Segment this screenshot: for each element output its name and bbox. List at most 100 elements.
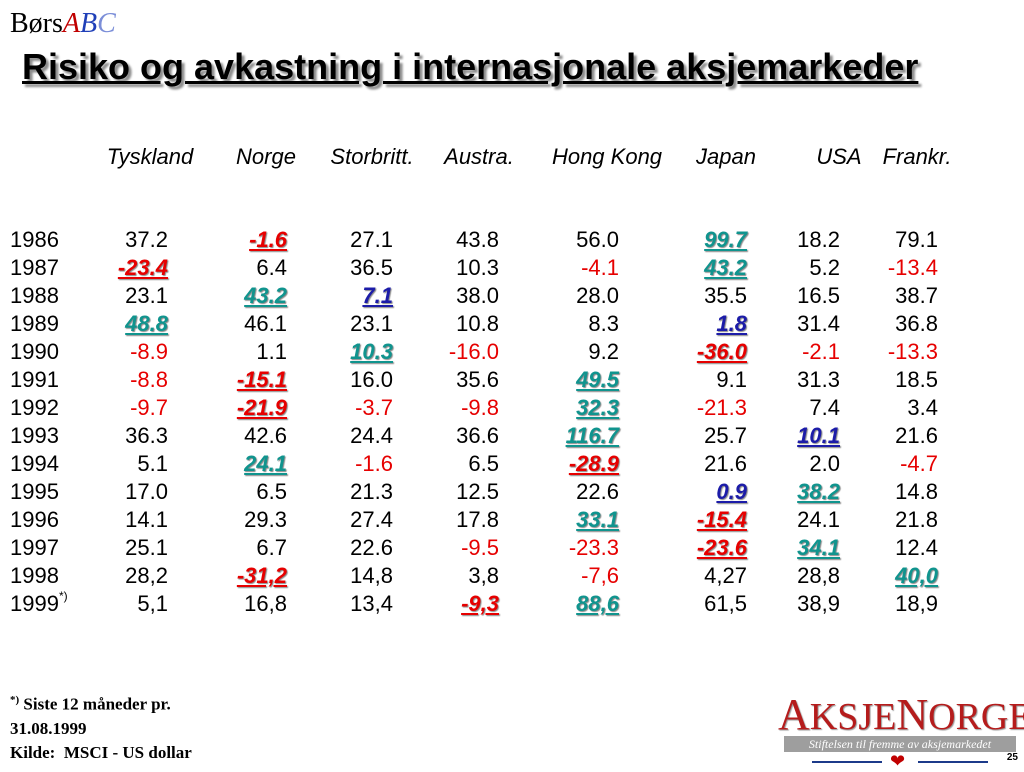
value-cell: 25.7 xyxy=(704,423,747,448)
value-cell: 18.5 xyxy=(895,367,938,392)
logo-letter-a: A xyxy=(778,690,810,739)
value-cell: 1.8 xyxy=(716,311,747,336)
value-cell: 38.0 xyxy=(456,283,499,308)
logo-wordmark: AKSJENORGE xyxy=(778,693,1024,737)
value-cell: -23.6 xyxy=(696,535,747,560)
value-cell: 21.8 xyxy=(895,507,938,532)
value-cell: 24.4 xyxy=(350,423,393,448)
year-text: 1999 xyxy=(10,591,59,616)
year-text: 1992 xyxy=(10,395,59,420)
value-cell: 10.8 xyxy=(456,311,499,336)
value-cell: -1.6 xyxy=(355,451,393,476)
value-cell: 12.5 xyxy=(456,479,499,504)
value-cell: 25.1 xyxy=(125,535,168,560)
value-cell: 23.1 xyxy=(125,283,168,308)
value-cell: 79.1 xyxy=(895,227,938,252)
value-cell: 5.1 xyxy=(137,451,168,476)
column-header: Storbritt. xyxy=(330,144,414,169)
value-cell: 34.1 xyxy=(797,535,840,560)
value-cell: 35.5 xyxy=(704,283,747,308)
value-cell: 22.6 xyxy=(350,535,393,560)
table-row: 1995 17.0 6.5 21.3 12.5 22.6 0.9 38.2 14.8 xyxy=(0,479,1024,506)
value-cell: 3.4 xyxy=(907,395,938,420)
year-text: 1993 xyxy=(10,423,59,448)
value-cell: 1.1 xyxy=(256,339,287,364)
aksjenorge-logo: AKSJENORGE Stiftelsen til fremme av aksj… xyxy=(778,693,1024,772)
brand-part-4: C xyxy=(97,8,116,39)
value-cell: 10.3 xyxy=(456,255,499,280)
value-cell: -31,2 xyxy=(236,563,287,588)
year-text: 1994 xyxy=(10,451,59,476)
value-cell: 29.3 xyxy=(244,507,287,532)
value-cell: 33.1 xyxy=(576,507,619,532)
year-label: 1998 xyxy=(10,563,59,589)
value-cell: 5.2 xyxy=(809,255,840,280)
year-label: 1988 xyxy=(10,283,59,309)
value-cell: 9.1 xyxy=(716,367,747,392)
year-text: 1987 xyxy=(10,255,59,280)
brand-part-2: A xyxy=(62,8,81,39)
year-text: 1988 xyxy=(10,283,59,308)
year-text: 1989 xyxy=(10,311,59,336)
value-cell: 6.7 xyxy=(256,535,287,560)
year-footnote-marker: *) xyxy=(58,589,68,603)
value-cell: 36.8 xyxy=(895,311,938,336)
value-cell: 7.1 xyxy=(362,283,393,308)
year-text: 1995 xyxy=(10,479,59,504)
value-cell: -3.7 xyxy=(355,395,393,420)
value-cell: -8.8 xyxy=(130,367,168,392)
value-cell: 0.9 xyxy=(716,479,747,504)
value-cell: 16.0 xyxy=(350,367,393,392)
table-row: 1999*) 5,1 16,8 13,4 -9,3 88,6 61,5 38,9 18,9 xyxy=(0,589,1024,618)
value-cell: 99.7 xyxy=(704,227,747,252)
year-text: 1998 xyxy=(10,563,59,588)
value-cell: 37.2 xyxy=(125,227,168,252)
table-row: 1993 36.3 42.6 24.4 36.6 116.7 25.7 10.1 21.6 xyxy=(0,423,1024,450)
value-cell: 14.8 xyxy=(895,479,938,504)
year-label: 1995 xyxy=(10,479,59,505)
value-cell: 43.2 xyxy=(244,283,287,308)
value-cell: 14,8 xyxy=(350,563,393,588)
value-cell: -21.3 xyxy=(696,395,747,420)
value-cell: -9.5 xyxy=(461,535,499,560)
heart-icon: ❤ xyxy=(890,751,906,771)
value-cell: 10.3 xyxy=(350,339,393,364)
value-cell: 36.3 xyxy=(125,423,168,448)
value-cell: 2.0 xyxy=(809,451,840,476)
footnote-line-2: 31.08.1999 xyxy=(10,718,87,738)
year-label: 1990 xyxy=(10,339,59,365)
value-cell: 27.1 xyxy=(350,227,393,252)
value-cell: -7,6 xyxy=(581,563,619,588)
value-cell: -1.6 xyxy=(249,227,287,252)
value-cell: 56.0 xyxy=(576,227,619,252)
value-cell: 18.2 xyxy=(797,227,840,252)
year-label: 1997 xyxy=(10,535,59,561)
logo-decoration: ❤ xyxy=(778,752,1022,772)
value-cell: 9.2 xyxy=(588,339,619,364)
value-cell: 36.6 xyxy=(456,423,499,448)
value-cell: -9.7 xyxy=(130,395,168,420)
year-label: 1986 xyxy=(10,227,59,253)
value-cell: 3,8 xyxy=(468,563,499,588)
logo-letter-n: N xyxy=(896,690,929,739)
borsabc-logo: BørsABC xyxy=(10,10,116,38)
value-cell: 28,8 xyxy=(797,563,840,588)
value-cell: 46.1 xyxy=(244,311,287,336)
year-label: 1992 xyxy=(10,395,59,421)
column-header: Frankr. xyxy=(882,144,952,169)
table-row: 1987 -23.4 6.4 36.5 10.3 -4.1 43.2 5.2 -13.4 xyxy=(0,255,1024,282)
table-row: 1992 -9.7 -21.9 -3.7 -9.8 32.3 -21.3 7.4 3.4 xyxy=(0,395,1024,422)
value-cell: 13,4 xyxy=(350,591,393,616)
table-row: 1989 48.8 46.1 23.1 10.8 8.3 1.8 31.4 36.8 xyxy=(0,311,1024,338)
value-cell: 17.8 xyxy=(456,507,499,532)
column-header: Austra. xyxy=(444,144,514,169)
value-cell: -2.1 xyxy=(802,339,840,364)
value-cell: -9,3 xyxy=(461,591,499,616)
value-cell: -8.9 xyxy=(130,339,168,364)
table-row: 1988 23.1 43.2 7.1 38.0 28.0 35.5 16.5 38.7 xyxy=(0,283,1024,310)
value-cell: -28.9 xyxy=(568,451,619,476)
value-cell: -13.4 xyxy=(887,255,938,280)
value-cell: 21.6 xyxy=(704,451,747,476)
value-cell: 48.8 xyxy=(125,311,168,336)
logo-line-left xyxy=(812,761,882,763)
